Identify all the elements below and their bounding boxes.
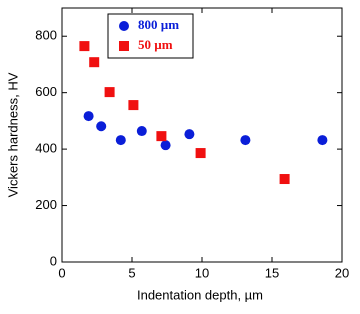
y-tick-label: 400: [35, 141, 57, 156]
point: [83, 111, 94, 122]
point: [195, 148, 206, 159]
point: [136, 126, 147, 137]
x-tick-label: 15: [265, 265, 279, 280]
point: [156, 131, 167, 142]
legend-label: 50 µm: [138, 37, 173, 52]
y-axis-label: Vickers hardness, HV: [5, 72, 20, 197]
point: [89, 57, 100, 68]
y-tick-label: 800: [35, 28, 57, 43]
x-axis-label: Indentation depth, µm: [137, 287, 263, 302]
point: [317, 135, 328, 146]
plot-frame: [61, 7, 343, 263]
point: [79, 41, 90, 52]
y-tick-label: 600: [35, 84, 57, 99]
y-tick-label: 0: [50, 253, 57, 268]
point: [240, 135, 251, 146]
legend-marker: [119, 41, 129, 51]
point: [160, 140, 171, 151]
x-tick-label: 0: [58, 265, 65, 280]
x-tick-label: 20: [335, 265, 349, 280]
x-tick-label: 5: [128, 265, 135, 280]
point: [184, 129, 195, 140]
point: [96, 121, 107, 132]
point: [115, 135, 126, 146]
legend-label: 800 µm: [138, 17, 179, 32]
legend-marker: [119, 21, 129, 31]
point: [279, 174, 290, 185]
point: [104, 87, 115, 98]
x-tick-label: 10: [195, 265, 209, 280]
point: [128, 100, 139, 111]
y-tick-label: 200: [35, 197, 57, 212]
